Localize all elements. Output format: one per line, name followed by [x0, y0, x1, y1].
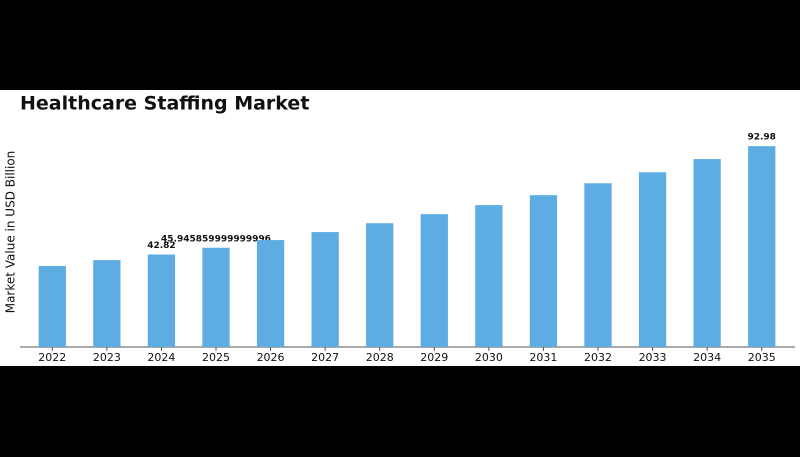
chart-title: Healthcare Staffing Market	[20, 93, 309, 115]
bar	[584, 183, 612, 347]
x-tick-label: 2028	[366, 351, 394, 364]
bar	[93, 260, 121, 347]
x-tick-label: 2022	[38, 351, 66, 364]
x-tick-label: 2032	[584, 351, 612, 364]
x-tick-label: 2027	[311, 351, 339, 364]
bar	[256, 240, 285, 347]
chart-area	[0, 90, 800, 366]
x-tick-label: 2023	[93, 351, 121, 364]
bar	[693, 159, 721, 347]
x-tick-label: 2035	[748, 351, 776, 364]
bar	[475, 205, 503, 347]
x-tick-label: 2029	[420, 351, 448, 364]
bar	[529, 195, 558, 347]
value-label: 42.82	[147, 241, 175, 251]
value-label: 92.98	[747, 133, 775, 143]
y-axis-label: Market Value in USD Billion	[4, 151, 18, 314]
x-tick-label: 2033	[639, 351, 667, 364]
bar	[366, 223, 394, 347]
x-tick-label: 2034	[693, 351, 721, 364]
x-tick-label: 2030	[475, 351, 503, 364]
bar	[311, 232, 339, 347]
bar	[202, 247, 230, 347]
value-label: 45.945859999999996	[161, 234, 271, 244]
bar	[420, 214, 448, 347]
x-tick-label: 2026	[257, 351, 285, 364]
bar	[748, 146, 776, 347]
bar	[38, 266, 66, 347]
x-tick-label: 2024	[147, 351, 175, 364]
bar	[147, 254, 176, 347]
x-tick-label: 2031	[529, 351, 557, 364]
bar	[638, 172, 667, 347]
x-tick-label: 2025	[202, 351, 230, 364]
